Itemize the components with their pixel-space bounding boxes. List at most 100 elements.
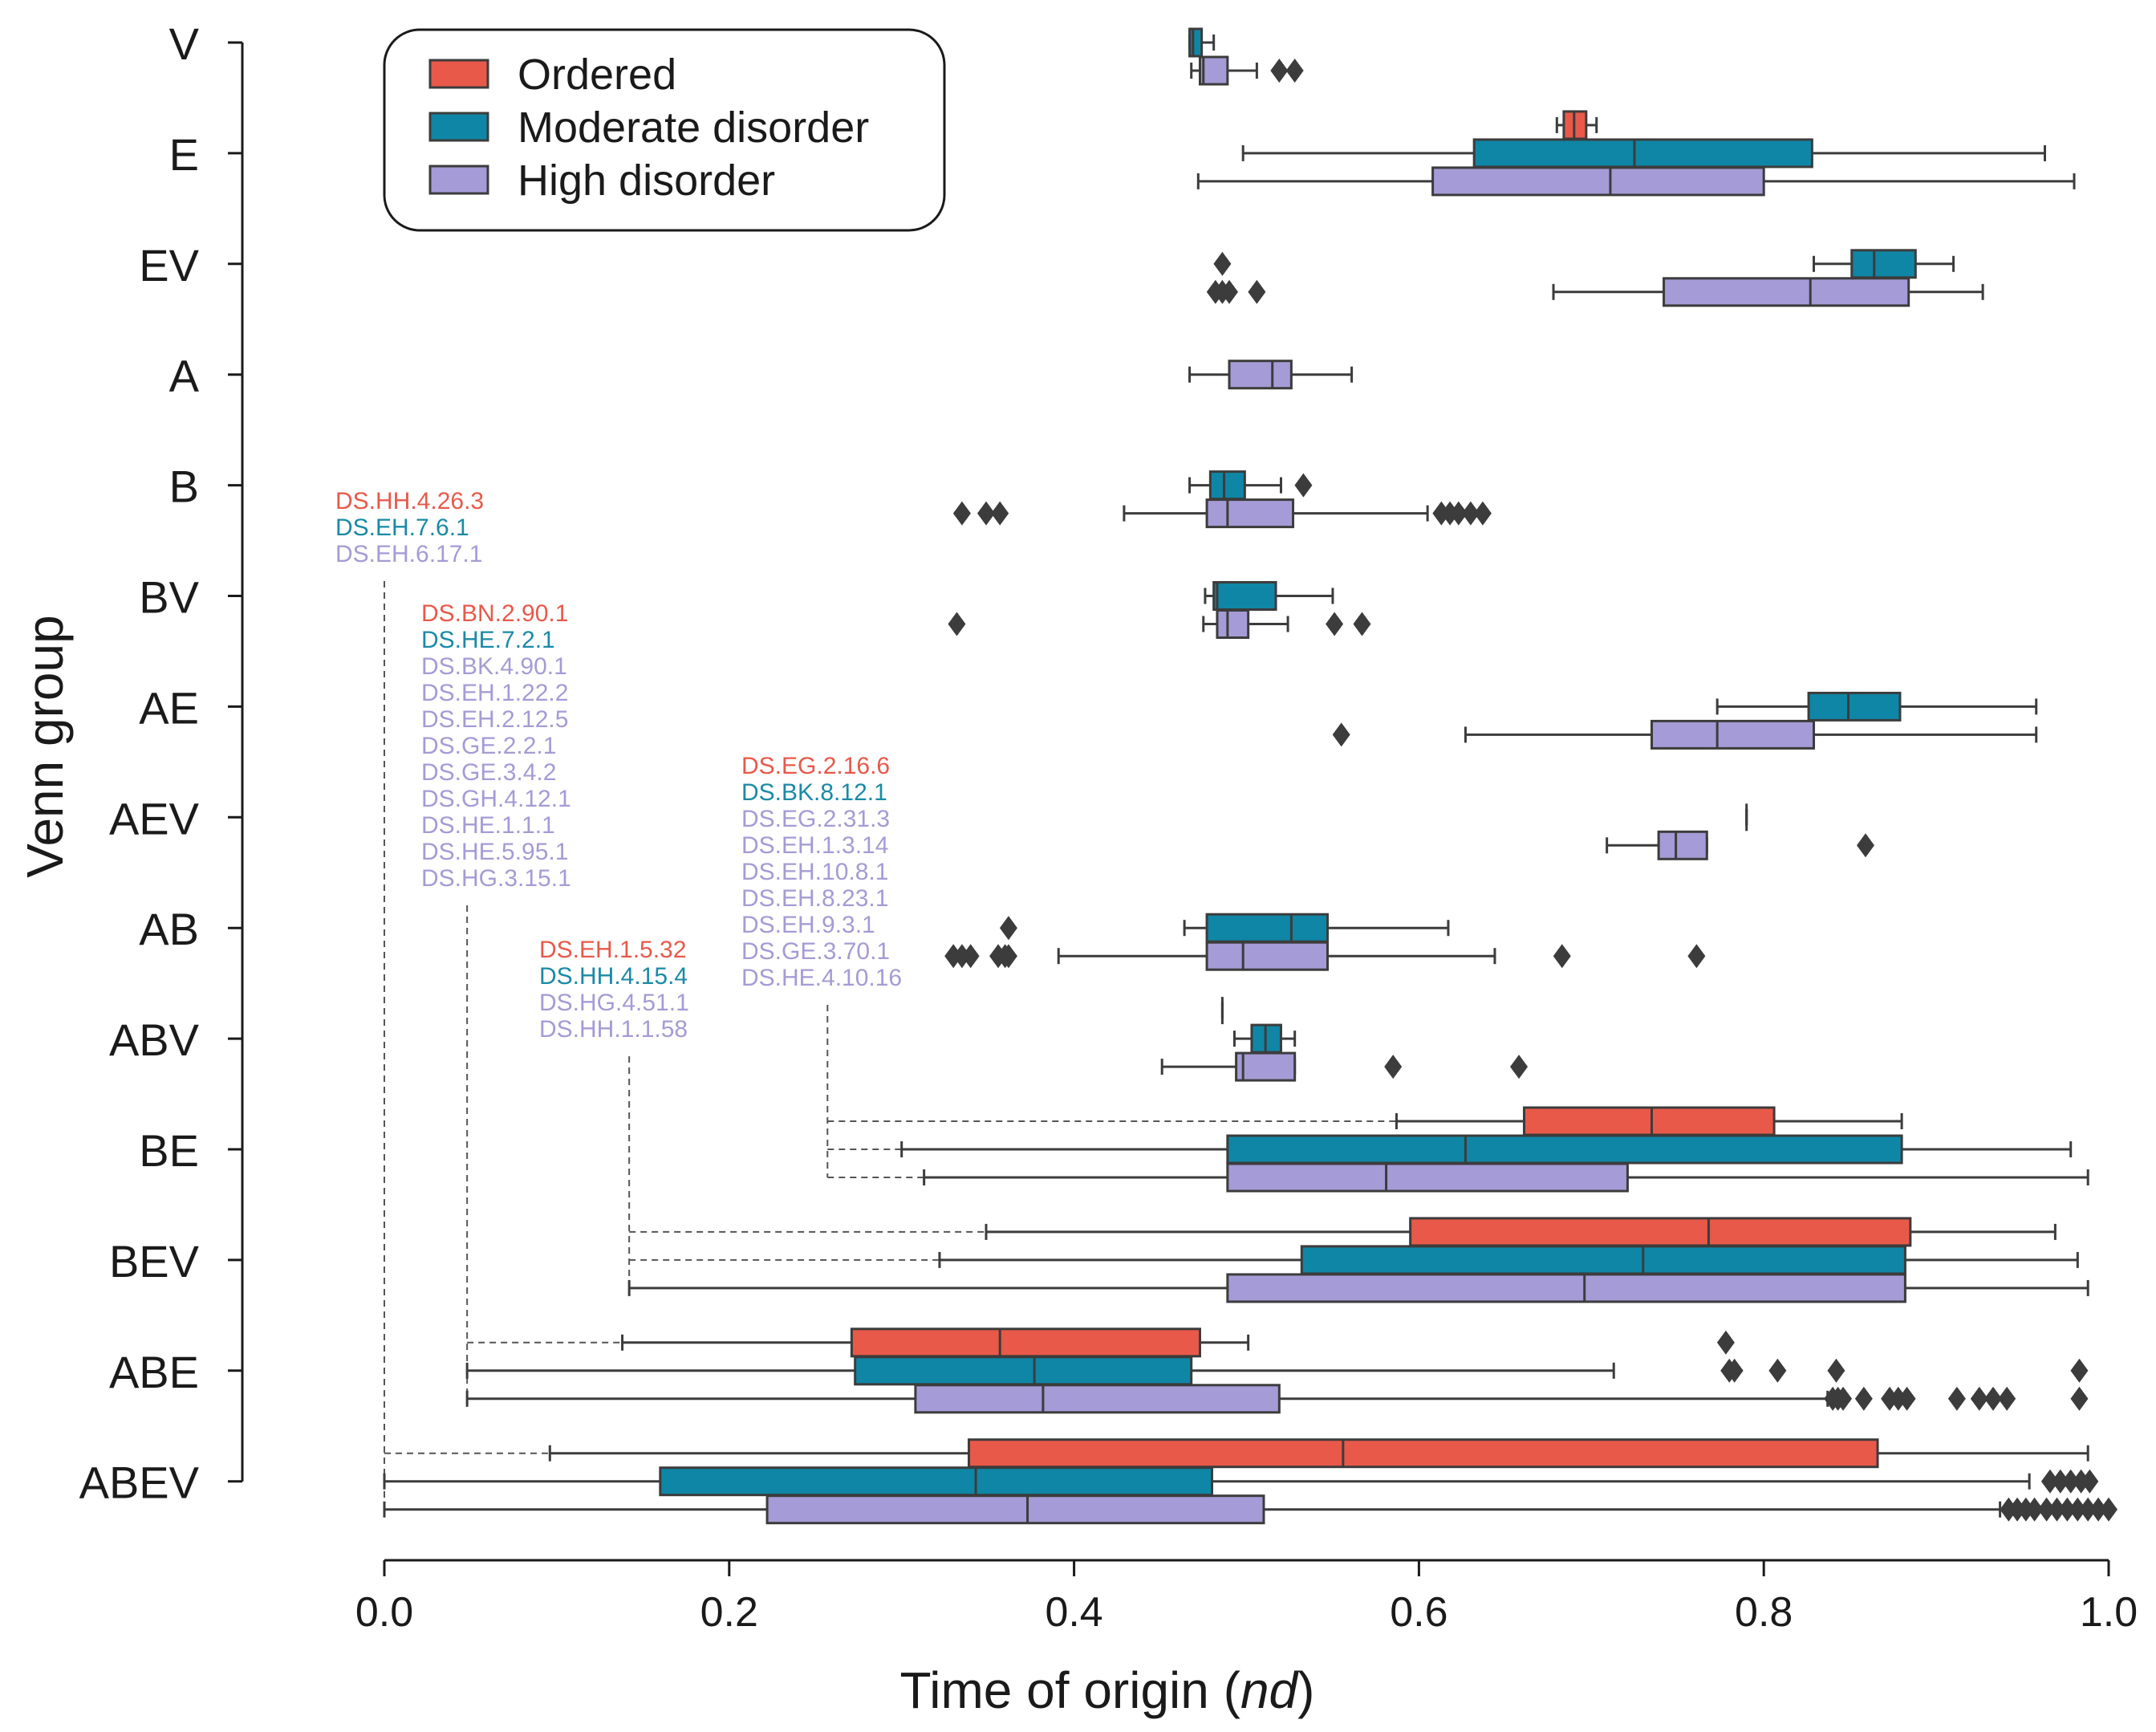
box-moderate <box>1300 1245 1906 1275</box>
outlier-point <box>2079 1497 2097 1522</box>
box-moderate <box>1226 1134 1903 1165</box>
group-ae <box>1332 691 2038 750</box>
x-axis-label-main: Time of origin ( <box>900 1661 1240 1719</box>
outlier-point <box>2070 1386 2089 1411</box>
box-high <box>914 1384 1281 1414</box>
box-high <box>1228 360 1293 390</box>
group-b <box>952 470 1492 529</box>
box-ordered <box>850 1327 1201 1358</box>
group-e <box>1196 110 2076 197</box>
annotation-label: DS.HE.1.1.1 <box>421 812 555 839</box>
box-high <box>1205 941 1330 971</box>
outlier-point <box>2100 1497 2117 1522</box>
y-tick-label-be: BE <box>139 1125 199 1176</box>
x-axis: 0.0 0.2 0.4 0.6 0.8 1.0 <box>355 1559 2138 1636</box>
outlier-point <box>1384 1055 1403 1079</box>
annotation-label: DS.GE.3.4.2 <box>421 759 556 786</box>
box-ordered <box>968 1438 1879 1469</box>
box-moderate <box>1807 691 1902 722</box>
legend-swatch-moderate <box>428 112 489 142</box>
x-axis-label-close: ) <box>1297 1661 1314 1719</box>
annotation-label: DS.HE.5.95.1 <box>421 839 568 865</box>
legend-swatch-high <box>428 165 489 195</box>
annotation-label: DS.HH.1.1.58 <box>539 1016 688 1043</box>
outlier-point <box>1248 279 1266 304</box>
annotation-labels: DS.HH.4.26.3DS.EH.7.6.1DS.EH.6.17.1 DS.BN… <box>335 488 902 1043</box>
outlier-point <box>948 612 966 636</box>
y-tick-label-abv: ABV <box>109 1014 200 1065</box>
group-a <box>1188 360 1354 390</box>
outlier-point <box>1473 501 1492 526</box>
outlier-point <box>2061 1469 2080 1494</box>
y-tick-label-aev: AEV <box>109 793 200 844</box>
outlier-point <box>1970 1386 1988 1411</box>
annotation-label: DS.HH.4.26.3 <box>335 488 484 514</box>
annotation-guides <box>384 581 1397 1510</box>
outlier-point <box>1220 279 1239 304</box>
annotation-label: DS.EH.1.3.14 <box>741 832 888 859</box>
y-tick-label-abev: ABEV <box>79 1458 200 1508</box>
annotation-label: DS.EH.2.12.5 <box>421 706 568 733</box>
box-moderate <box>1472 138 1813 169</box>
box-ordered <box>1409 1217 1912 1247</box>
annotation-label: DS.EH.6.17.1 <box>335 541 482 567</box>
y-tick-label-b: B <box>169 461 199 512</box>
outlier-point <box>2058 1497 2077 1522</box>
outlier-point <box>1353 612 1371 636</box>
box-high <box>1235 1051 1297 1082</box>
box-moderate <box>1850 249 1917 279</box>
annotation-label: DS.BN.2.90.1 <box>421 600 568 627</box>
group-bv <box>948 581 1371 639</box>
box-high <box>1657 830 1708 860</box>
y-tick-label-bv: BV <box>139 572 199 623</box>
box-moderate <box>854 1356 1193 1386</box>
outlier-point <box>1947 1386 1966 1411</box>
group-v <box>1188 27 1304 86</box>
annotation-label: DS.EH.7.6.1 <box>335 514 469 541</box>
outlier-point <box>1461 501 1480 526</box>
x-tick-label: 0.4 <box>1045 1589 1102 1636</box>
box-moderate <box>1205 913 1330 943</box>
box-high <box>1226 1162 1629 1193</box>
annotation-label: DS.BK.4.90.1 <box>421 653 567 680</box>
box-high <box>1663 277 1910 307</box>
box-ordered <box>1522 1106 1776 1136</box>
legend-label-ordered: Ordered <box>518 51 676 99</box>
group-be <box>900 1106 2089 1193</box>
group-abe <box>465 1327 2089 1414</box>
outlier-point <box>1725 1358 1744 1383</box>
outlier-point <box>1984 1386 2003 1411</box>
outlier-point <box>1834 1386 1853 1411</box>
outlier-point <box>2081 1469 2099 1494</box>
y-tick-label-a: A <box>169 351 200 401</box>
outlier-point <box>1854 1386 1873 1411</box>
annotation-label: DS.EH.8.23.1 <box>741 885 888 912</box>
box-high <box>1431 166 1765 197</box>
box-high <box>1216 609 1250 639</box>
outlier-point <box>1553 944 1571 969</box>
x-tick-label: 1.0 <box>2080 1589 2138 1636</box>
y-tick-label-ev: EV <box>139 240 199 291</box>
annotation-label: DS.GE.2.2.1 <box>421 733 556 759</box>
group-ab <box>944 913 1706 971</box>
y-tick-label-ab: AB <box>139 904 199 954</box>
outlier-point <box>1449 501 1468 526</box>
outlier-point <box>2037 1497 2056 1522</box>
box-moderate <box>1212 581 1277 611</box>
outlier-point <box>1326 612 1344 636</box>
outlier-point <box>2040 1469 2059 1494</box>
outlier-point <box>999 916 1017 941</box>
plot-area <box>383 27 2117 1525</box>
outlier-point <box>2025 1497 2044 1522</box>
outlier-point <box>1285 59 1304 83</box>
outlier-point <box>1898 1386 1916 1411</box>
y-tick-label-bev: BEV <box>109 1236 200 1287</box>
box-high <box>1226 1273 1906 1303</box>
outlier-point <box>999 944 1017 969</box>
outlier-point <box>961 944 980 969</box>
annotation-label: DS.BK.8.12.1 <box>741 779 887 806</box>
annotation-label: DS.EH.10.8.1 <box>741 859 888 885</box>
outlier-point <box>1827 1358 1845 1383</box>
annotation-label: DS.HG.3.15.1 <box>421 865 571 892</box>
